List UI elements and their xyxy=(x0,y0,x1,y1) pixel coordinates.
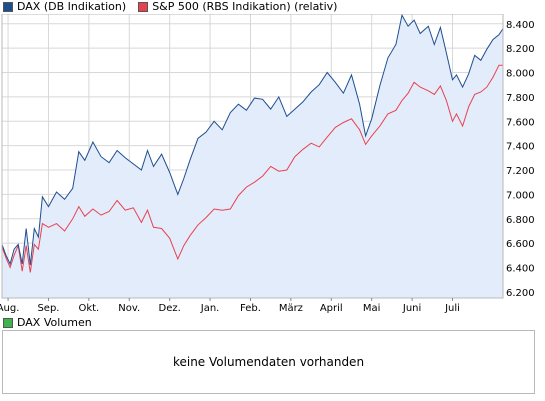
x-tick-label: Mai xyxy=(363,303,381,314)
legend-volume[interactable]: DAX Volumen xyxy=(3,316,92,330)
volume-swatch-icon xyxy=(3,318,13,328)
price-chart: 6.200 6.400 6.600 6.800 7.000 7.200 7.400 7.600… xyxy=(0,14,535,314)
y-tick-label: 6.200 xyxy=(506,288,535,299)
sp500-swatch-icon xyxy=(138,2,149,12)
volume-panel: keine Volumendaten vorhanden xyxy=(2,330,535,394)
x-tick-label: Nov. xyxy=(118,303,140,314)
x-tick-label: Dez. xyxy=(159,303,181,314)
y-tick-label: 6.400 xyxy=(506,264,535,275)
volume-empty-message: keine Volumendaten vorhanden xyxy=(172,355,365,369)
x-tick-label: Jan. xyxy=(200,303,220,314)
x-tick-label: Juni xyxy=(402,303,421,314)
volume-legend: DAX Volumen xyxy=(3,316,104,330)
y-tick-label: 7.000 xyxy=(506,190,535,201)
y-tick-label: 8.200 xyxy=(506,44,535,55)
legend-volume-label: DAX Volumen xyxy=(17,316,92,329)
x-tick-label: Juli xyxy=(444,303,460,314)
plot-frame xyxy=(1,14,504,299)
x-tick-label: Feb. xyxy=(240,303,261,314)
y-tick-label: 8.000 xyxy=(506,69,535,80)
y-tick-label: 7.800 xyxy=(506,93,535,104)
y-axis: 6.200 6.400 6.600 6.800 7.000 7.200 7.400 7.600… xyxy=(506,20,535,299)
dax-swatch-icon xyxy=(3,2,13,12)
dax-line xyxy=(1,14,504,266)
legend-sp500[interactable]: S&P 500 (RBS Indikation) (relativ) xyxy=(138,0,337,14)
y-tick-label: 6.800 xyxy=(506,215,535,226)
sp500-line xyxy=(1,64,503,273)
x-tick-label: Sep. xyxy=(37,303,59,314)
y-tick-label: 7.200 xyxy=(506,166,535,177)
y-tick-label: 7.400 xyxy=(506,142,535,153)
legend-dax-label: DAX (DB Indikation) xyxy=(17,0,127,13)
x-tick-label: April xyxy=(320,303,343,314)
dax-area-fill xyxy=(2,15,503,298)
y-tick-label: 7.600 xyxy=(506,117,535,128)
legend-dax[interactable]: DAX (DB Indikation) xyxy=(3,0,126,14)
x-axis: Aug. Sep. Okt. Nov. Dez. Jan. Feb. März April Mai… xyxy=(0,298,460,314)
x-tick-label: Aug. xyxy=(0,303,19,314)
y-tick-label: 6.600 xyxy=(506,239,535,250)
price-legend: DAX (DB Indikation) S&P 500 (RBS Indikat… xyxy=(3,0,349,14)
x-tick-label: Okt. xyxy=(78,303,99,314)
x-tick-label: März xyxy=(279,303,303,314)
legend-sp500-label: S&P 500 (RBS Indikation) (relativ) xyxy=(152,0,338,13)
y-tick-label: 8.400 xyxy=(506,20,535,31)
